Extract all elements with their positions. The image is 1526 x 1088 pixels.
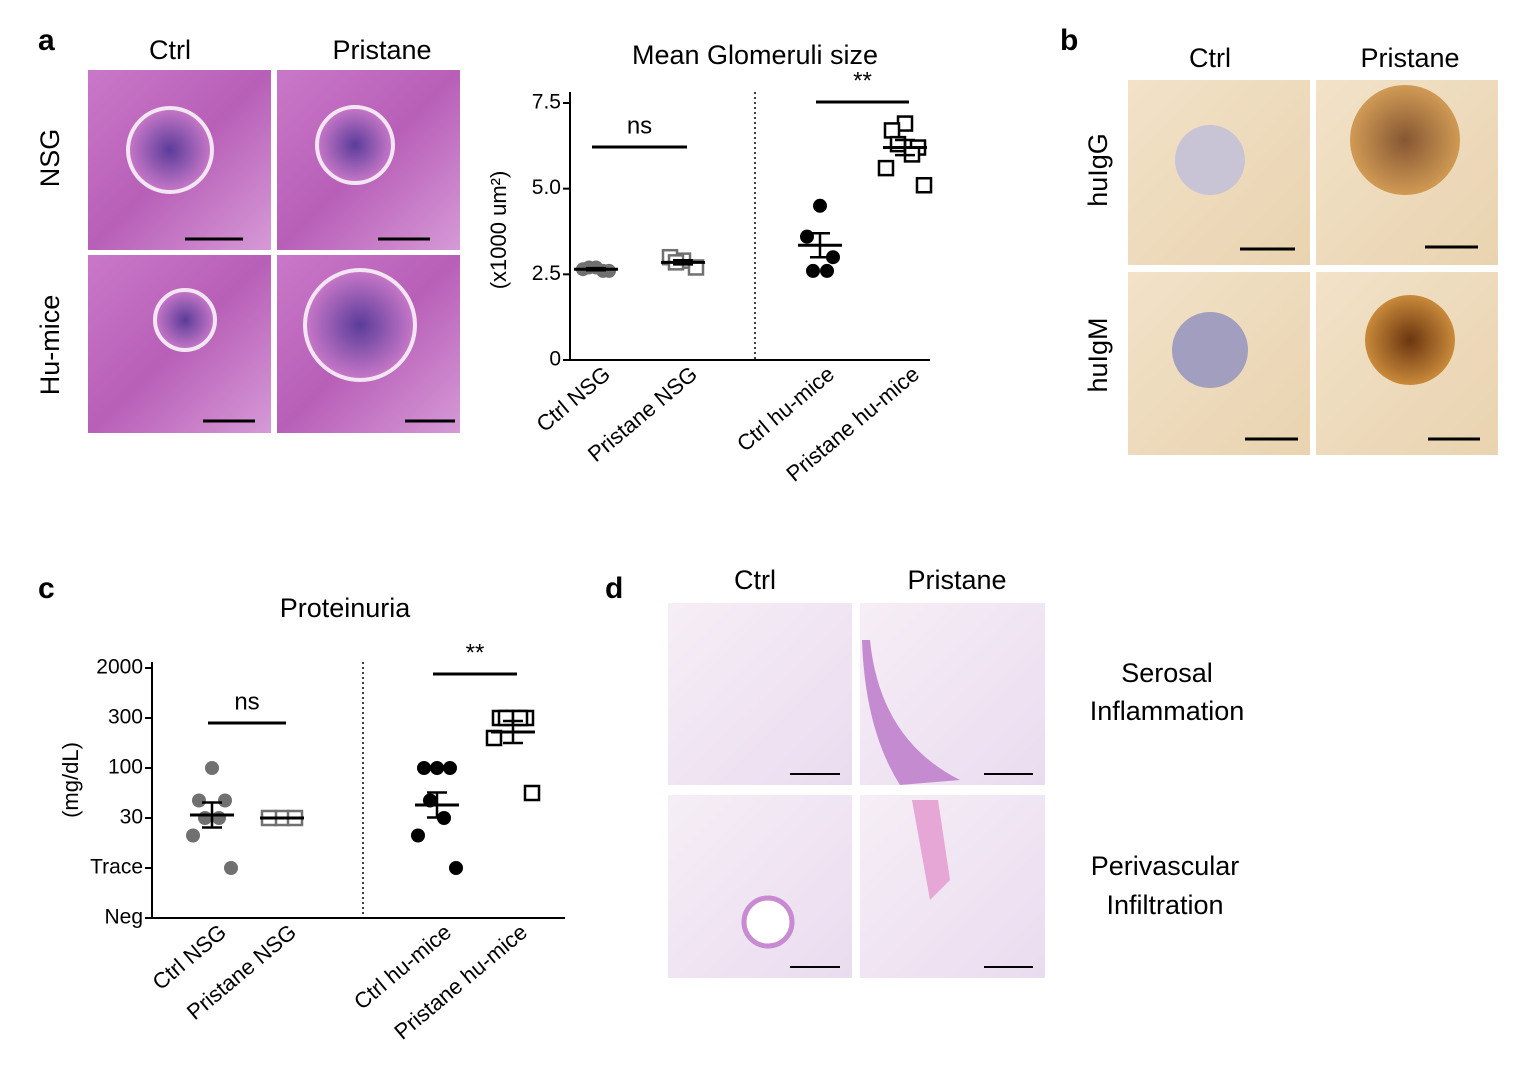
y-tick-label: 5.0 — [532, 176, 561, 199]
micrograph — [860, 795, 1045, 978]
y-tick-label: 7.5 — [532, 91, 561, 114]
data-point — [813, 198, 827, 213]
glomerulus — [126, 106, 214, 194]
data-point — [523, 784, 541, 802]
significance-label: ns — [234, 688, 259, 715]
row-label: Hu-mice — [35, 295, 65, 396]
data-point — [224, 861, 238, 875]
y-tick-label: Trace — [90, 856, 143, 879]
row-label: Inflammation — [1090, 696, 1245, 726]
data-point — [443, 761, 457, 775]
y-tick-label: 2.5 — [532, 262, 561, 285]
y-tick-label: 300 — [108, 706, 143, 729]
data-point — [430, 761, 444, 775]
data-point — [212, 811, 226, 825]
micrograph — [668, 603, 852, 785]
column-label: Ctrl — [1189, 43, 1231, 73]
glomerulus — [153, 288, 217, 352]
panel-label: b — [1060, 24, 1078, 57]
row-label: Perivascular — [1091, 851, 1240, 881]
y-tick-label: 100 — [108, 756, 143, 779]
data-point — [417, 761, 431, 775]
y-tick-label: 2000 — [96, 656, 143, 679]
data-point — [411, 828, 425, 843]
data-point — [826, 250, 840, 265]
chart-title: Proteinuria — [280, 593, 412, 623]
glomerulus — [1172, 312, 1248, 388]
data-point — [449, 861, 463, 875]
glomerulus — [1350, 85, 1460, 195]
data-point — [192, 793, 206, 808]
column-label: Ctrl — [149, 35, 191, 65]
row-label: Infiltration — [1106, 890, 1223, 920]
micrograph-grid — [88, 70, 460, 433]
glomerulus — [1175, 125, 1245, 195]
row-label: huIgM — [1083, 317, 1113, 392]
chart-title: Mean Glomeruli size — [632, 40, 878, 70]
data-point — [820, 263, 834, 278]
significance-label: ** — [466, 639, 485, 666]
data-point — [883, 122, 901, 139]
serosa — [862, 640, 960, 785]
column-label: Pristane — [1360, 43, 1459, 73]
data-point — [205, 761, 219, 775]
data-point — [806, 263, 820, 278]
row-label: Serosal — [1121, 658, 1213, 688]
data-point — [186, 828, 200, 843]
significance-label: ** — [853, 67, 872, 94]
data-point — [511, 709, 529, 727]
data-point — [800, 229, 814, 244]
panel-label: a — [38, 24, 55, 57]
glomerulus — [1365, 295, 1455, 385]
row-label: NSG — [35, 129, 65, 188]
data-point — [497, 709, 515, 727]
y-axis-label: (mg/dL) — [58, 742, 83, 818]
y-axis-label: (x1000 um²) — [486, 171, 511, 290]
column-label: Ctrl — [734, 565, 776, 595]
ihc-grid — [1128, 80, 1498, 455]
y-tick-label: 30 — [120, 806, 143, 829]
panel-label: c — [38, 572, 55, 605]
column-label: Pristane — [332, 35, 431, 65]
y-tick-label: Neg — [104, 906, 143, 929]
data-point — [218, 793, 232, 808]
row-label: huIgG — [1083, 133, 1113, 207]
data-point — [198, 811, 212, 825]
lung-grid — [668, 603, 1045, 978]
y-tick-label: 0 — [549, 348, 561, 371]
column-label: Pristane — [907, 565, 1006, 595]
infiltrate — [912, 800, 950, 900]
significance-label: ns — [627, 112, 652, 139]
micrograph — [668, 795, 852, 978]
panel-label: d — [605, 572, 623, 605]
data-point — [877, 159, 895, 177]
x-tick-label: Pristane hu-mice — [389, 919, 532, 1044]
x-tick-label: Ctrl NSG — [531, 361, 614, 437]
vessel — [741, 895, 795, 949]
data-point — [915, 176, 933, 194]
glomerulus — [303, 268, 417, 382]
glomerulus — [315, 105, 395, 185]
